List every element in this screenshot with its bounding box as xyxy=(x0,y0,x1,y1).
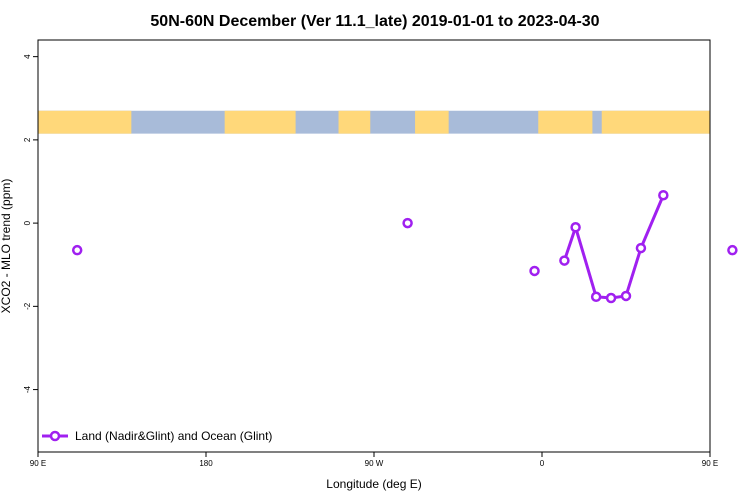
legend-label: Land (Nadir&Glint) and Ocean (Glint) xyxy=(75,429,272,443)
legend-marker xyxy=(49,430,61,442)
map-land xyxy=(538,110,593,134)
data-point xyxy=(635,242,647,254)
map-land xyxy=(601,110,710,134)
map-land xyxy=(224,110,296,134)
y-axis-label: XCO2 - MLO trend (ppm) xyxy=(0,179,13,314)
y-tick-label: 2 xyxy=(23,137,32,142)
y-axis: 4 2 0 -2 -4 xyxy=(23,54,38,393)
data-point xyxy=(402,217,413,229)
data-point xyxy=(605,292,617,304)
legend: Land (Nadir&Glint) and Ocean (Glint) xyxy=(42,429,272,443)
data-point xyxy=(620,290,632,302)
data-point xyxy=(71,244,83,256)
x-tick-label: 90 W xyxy=(365,459,384,468)
data-point xyxy=(559,255,570,266)
x-tick-label: 90 E xyxy=(30,459,46,468)
y-tick-label: 4 xyxy=(23,54,32,59)
data-point xyxy=(658,189,669,201)
x-axis: 90 E 180 90 W 0 90 E xyxy=(30,452,718,468)
y-tick-label: -2 xyxy=(23,302,32,310)
y-tick-label: -4 xyxy=(23,385,32,393)
series-lines xyxy=(562,194,665,300)
x-tick-label: 0 xyxy=(540,459,545,468)
x-tick-label: 180 xyxy=(199,459,213,468)
map-land xyxy=(38,110,132,134)
chart-title: 50N-60N December (Ver 11.1_late) 2019-01… xyxy=(150,13,599,30)
x-tick-label: 90 E xyxy=(702,459,718,468)
map-land xyxy=(415,110,449,134)
data-point xyxy=(590,291,602,303)
data-point xyxy=(529,265,540,277)
x-axis-label: Longitude (deg E) xyxy=(326,477,421,491)
data-point xyxy=(570,222,581,233)
y-tick-label: 0 xyxy=(23,220,32,225)
map-strip xyxy=(38,110,710,134)
data-point xyxy=(727,244,738,256)
series-line xyxy=(562,194,665,300)
plot-frame xyxy=(37,39,711,453)
series-points xyxy=(71,189,738,304)
map-land xyxy=(338,110,371,134)
